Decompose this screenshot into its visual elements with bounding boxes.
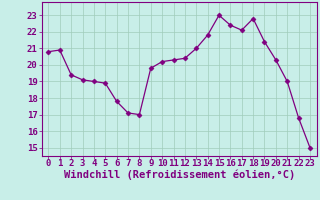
X-axis label: Windchill (Refroidissement éolien,°C): Windchill (Refroidissement éolien,°C) <box>64 170 295 180</box>
